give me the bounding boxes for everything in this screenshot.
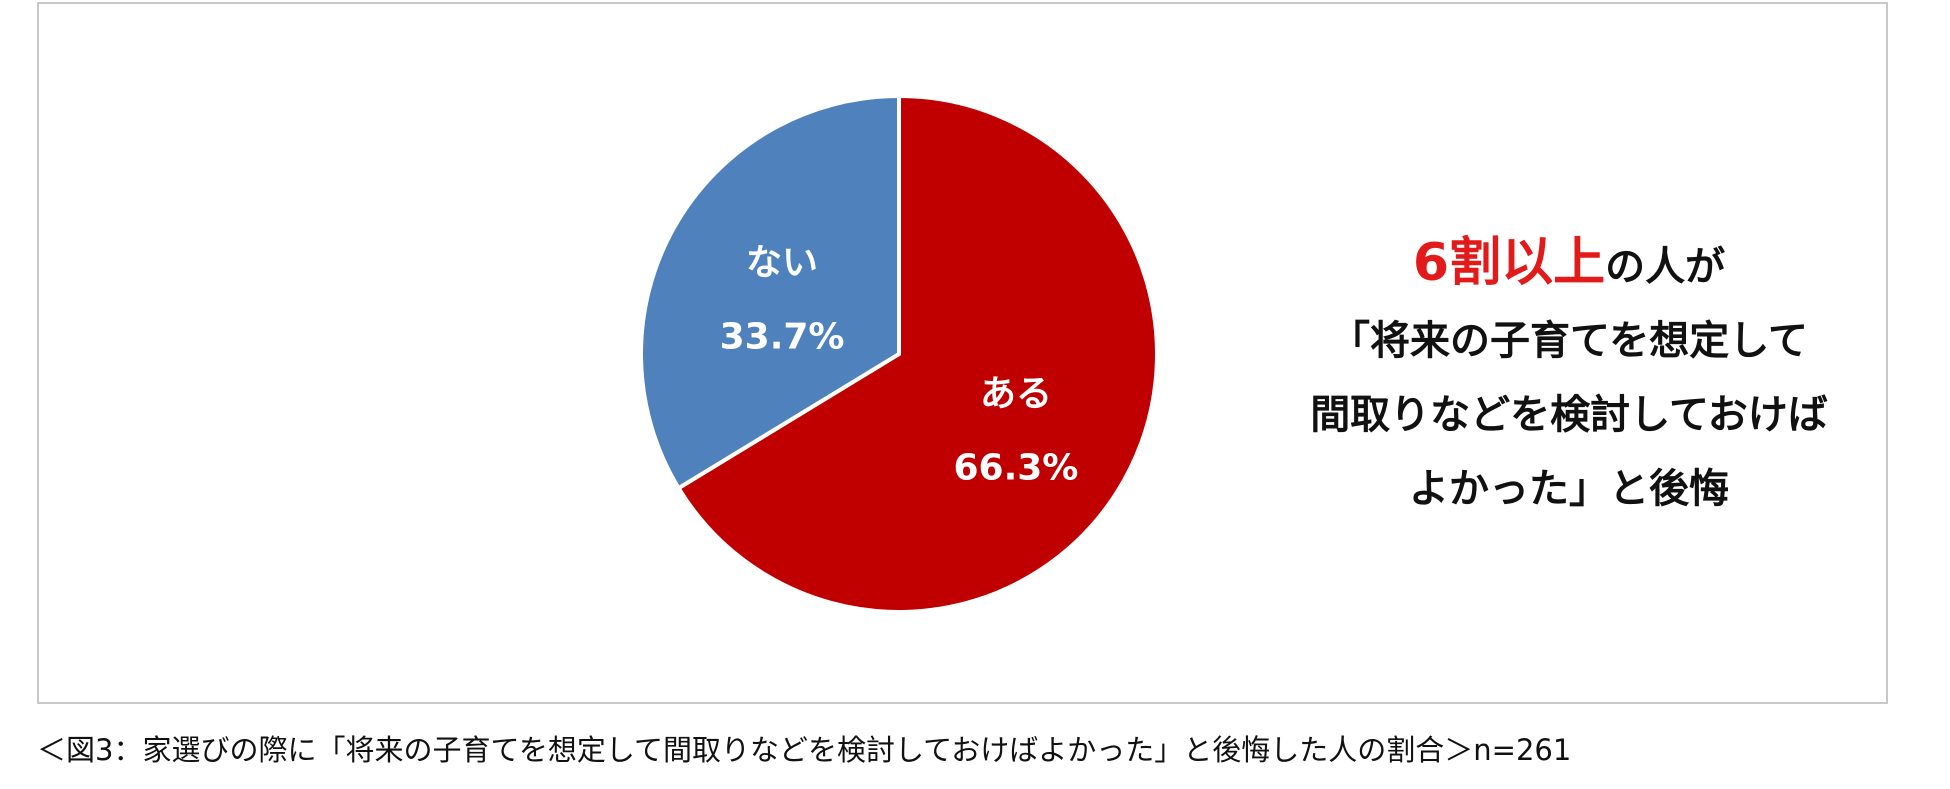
pie-chart: ある 66.3% ない 33.7% (639, 93, 1159, 614)
headline-line-2: 「将来の子育てを想定して (1330, 318, 1808, 364)
slice-category-label-0: ある (980, 374, 1052, 415)
pie-slice-1 (639, 93, 901, 491)
figure-caption: ＜図3：家選びの際に「将来の子育てを想定して間取りなどを検討しておけばよかった」… (37, 733, 1572, 767)
chart-frame: ある 66.3% ない 33.7% 6割以上の人が 「将来の子育てを想定して 間取りな… (37, 2, 1888, 704)
headline-line-1-rest: の人が (1605, 244, 1726, 290)
headline-line-4: よかった」と後悔 (1409, 466, 1729, 512)
headline-annotation: 6割以上の人が 「将来の子育てを想定して 間取りなどを検討しておけば よかった」… (1229, 226, 1909, 526)
pie-slice-0 (675, 93, 1159, 614)
headline-highlight: 6割以上 (1412, 233, 1606, 293)
slice-category-label-1: ない (746, 242, 818, 283)
headline-line-3: 間取りなどを検討しておけば (1310, 392, 1828, 438)
slice-value-label-1: 33.7% (720, 316, 845, 357)
slice-value-label-0: 66.3% (953, 448, 1078, 489)
headline-line-1: 6割以上の人が (1229, 226, 1909, 304)
